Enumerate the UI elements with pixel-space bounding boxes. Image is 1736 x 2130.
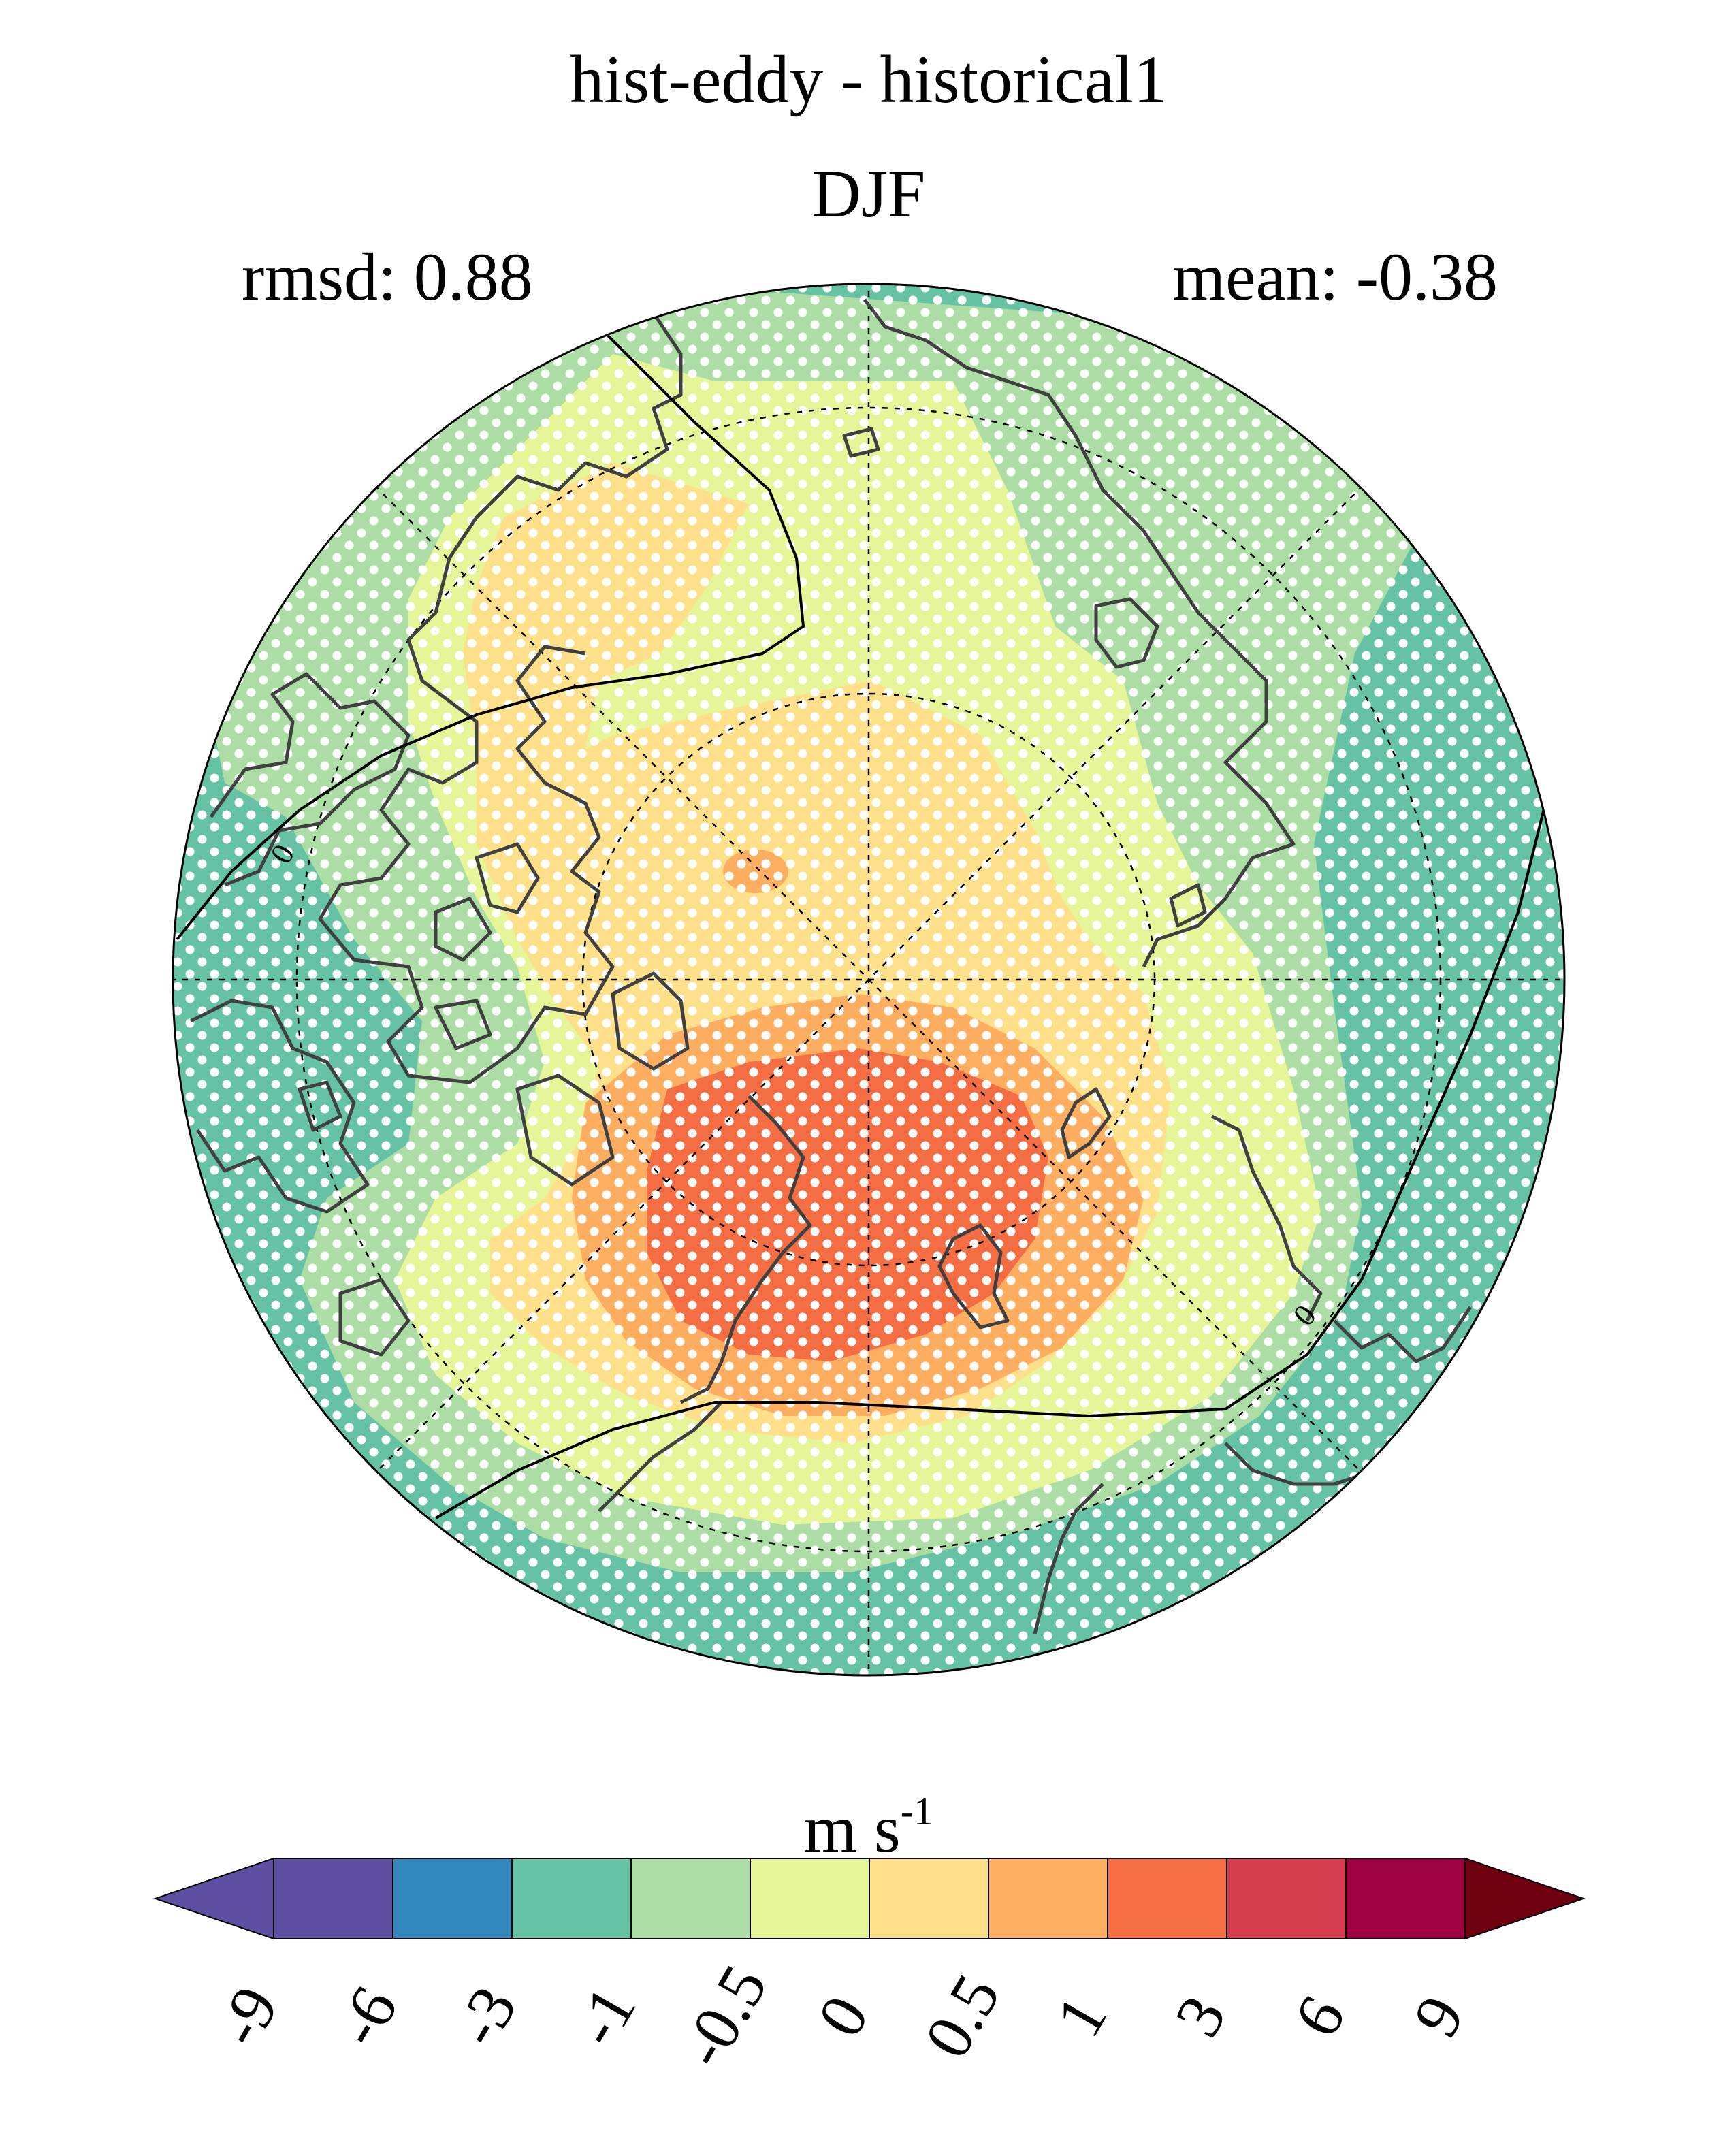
colorbar-box (1345, 1858, 1466, 1939)
colorbar-unit-base: m s (804, 1791, 901, 1867)
mean-label: mean: -0.38 (1172, 239, 1498, 314)
rmsd-label: rmsd: 0.88 (242, 239, 533, 314)
coastlines (189, 298, 1473, 1634)
graticule (173, 284, 1564, 1675)
colorbar-tick-label: 0.5 (910, 1963, 1014, 2069)
colorbar-tick-label: 0 (803, 1984, 883, 2048)
colorbar-boxes (152, 1857, 1586, 1940)
colorbar-tick-label: -3 (440, 1974, 531, 2058)
colorbar-box (273, 1858, 393, 1939)
colorbar-box (1107, 1858, 1227, 1939)
map-boundary (172, 283, 1566, 1677)
colorbar-extend-under (152, 1857, 274, 1940)
colorbar-tick-label: -0.5 (666, 1953, 782, 2079)
colorbar-tick-label: 3 (1161, 1984, 1240, 2048)
colorbar-unit: m s-1 (804, 1789, 933, 1867)
colorbar-tick-label: -1 (560, 1974, 650, 2058)
colorbar-box (988, 1858, 1108, 1939)
colorbar-box (869, 1858, 989, 1939)
colorbar-tick-label: -9 (202, 1974, 293, 2058)
season-label: DJF (812, 156, 926, 231)
colorbar: m s-1 -9 -6 -3 -1 -0.5 0 0.5 1 3 6 9 (152, 1789, 1586, 2079)
colorbar-box (511, 1858, 632, 1939)
colorbar-tick-label: -6 (321, 1974, 412, 2058)
colorbar-tick-labels: -9 -6 -3 -1 -0.5 0 0.5 1 3 6 9 (202, 1953, 1479, 2079)
colorbar-tick-label: 9 (1399, 1984, 1479, 2048)
colorbar-box (392, 1858, 513, 1939)
colorbar-box (750, 1858, 870, 1939)
colorbar-box (1226, 1858, 1347, 1939)
polar-map (173, 284, 1564, 1675)
colorbar-tick-label: 1 (1042, 1984, 1121, 2048)
figure-title: hist-eddy - historical1 (570, 42, 1168, 117)
colorbar-box (630, 1858, 751, 1939)
colorbar-tick-label: 6 (1280, 1984, 1360, 2048)
colorbar-unit-exponent: -1 (901, 1789, 933, 1833)
colorbar-extend-over (1464, 1857, 1586, 1940)
zero-contours (176, 325, 1547, 1519)
